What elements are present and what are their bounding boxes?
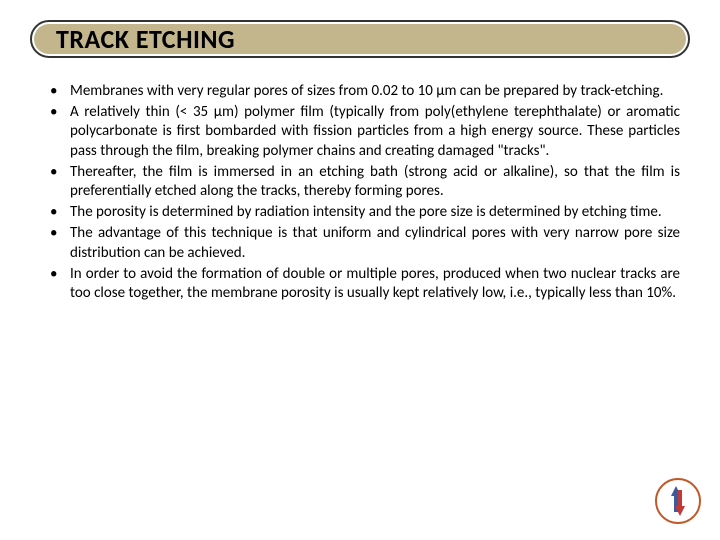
logo-circle-icon (655, 478, 701, 524)
title-bar: TRACK ETCHING (30, 20, 690, 58)
bullet-item: Thereafter, the film is immersed in an e… (46, 163, 680, 201)
content-area: Membranes with very regular pores of siz… (46, 82, 680, 305)
bullet-item: The porosity is determined by radiation … (46, 203, 680, 222)
bullet-item: The advantage of this technique is that … (46, 224, 680, 262)
bullet-item: In order to avoid the formation of doubl… (46, 265, 680, 303)
footer-logo (652, 478, 704, 530)
bullet-item: Membranes with very regular pores of siz… (46, 82, 680, 101)
bullet-list: Membranes with very regular pores of siz… (46, 82, 680, 303)
bullet-item: A relatively thin (< 35 μm) polymer film… (46, 103, 680, 161)
arrow-down-icon (675, 506, 685, 516)
slide-title: TRACK ETCHING (56, 23, 235, 55)
